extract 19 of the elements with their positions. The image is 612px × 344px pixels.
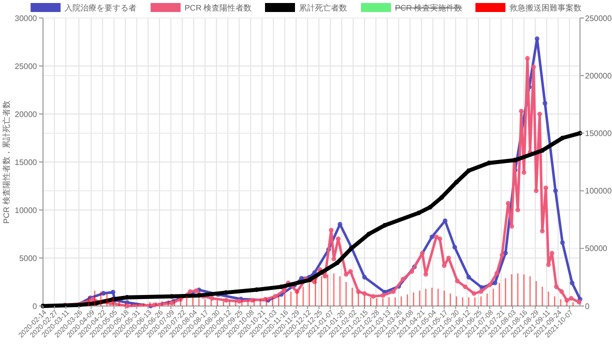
y-tick-label: 5000 bbox=[19, 254, 38, 263]
y-tick-label: 15000 bbox=[14, 158, 38, 167]
y2-tick-label: 0 bbox=[585, 302, 590, 311]
y2-tick-label: 250000 bbox=[585, 14, 612, 23]
y-tick-label: 0 bbox=[32, 302, 38, 311]
y2-tick-label: 100000 bbox=[585, 186, 612, 196]
y2-tick-label: 150000 bbox=[585, 129, 612, 138]
legend-label: PCR 検査実施件数 bbox=[395, 3, 462, 12]
legend-label: 入院治療を要する者 bbox=[64, 3, 137, 12]
y2-tick-label: 200000 bbox=[585, 71, 612, 80]
legend-label: 救急搬送困難事案数 bbox=[508, 3, 582, 12]
y-axis-title: PCR 検査陽性者数，累計死亡者数 bbox=[2, 100, 11, 224]
legend-label: PCR 検査陽性者数 bbox=[184, 3, 252, 12]
y-tick-label: 20000 bbox=[14, 110, 38, 119]
legend-label: 累計死亡者数 bbox=[299, 3, 347, 12]
y-tick-label: 25000 bbox=[14, 62, 38, 71]
y-tick-label: 30000 bbox=[14, 14, 38, 23]
y2-tick-label: 50000 bbox=[585, 244, 608, 254]
y-tick-label: 10000 bbox=[14, 206, 38, 215]
